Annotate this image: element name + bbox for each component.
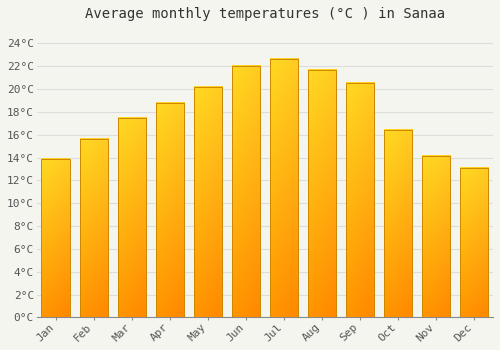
Bar	[42, 159, 70, 317]
Bar	[346, 83, 374, 317]
Bar	[194, 87, 222, 317]
Bar	[270, 60, 298, 317]
Bar	[422, 156, 450, 317]
Bar	[384, 130, 412, 317]
Bar	[156, 103, 184, 317]
Bar	[80, 139, 108, 317]
Bar	[308, 70, 336, 317]
Bar	[232, 66, 260, 317]
Title: Average monthly temperatures (°C ) in Sanaa: Average monthly temperatures (°C ) in Sa…	[85, 7, 445, 21]
Bar	[460, 168, 488, 317]
Bar	[118, 118, 146, 317]
